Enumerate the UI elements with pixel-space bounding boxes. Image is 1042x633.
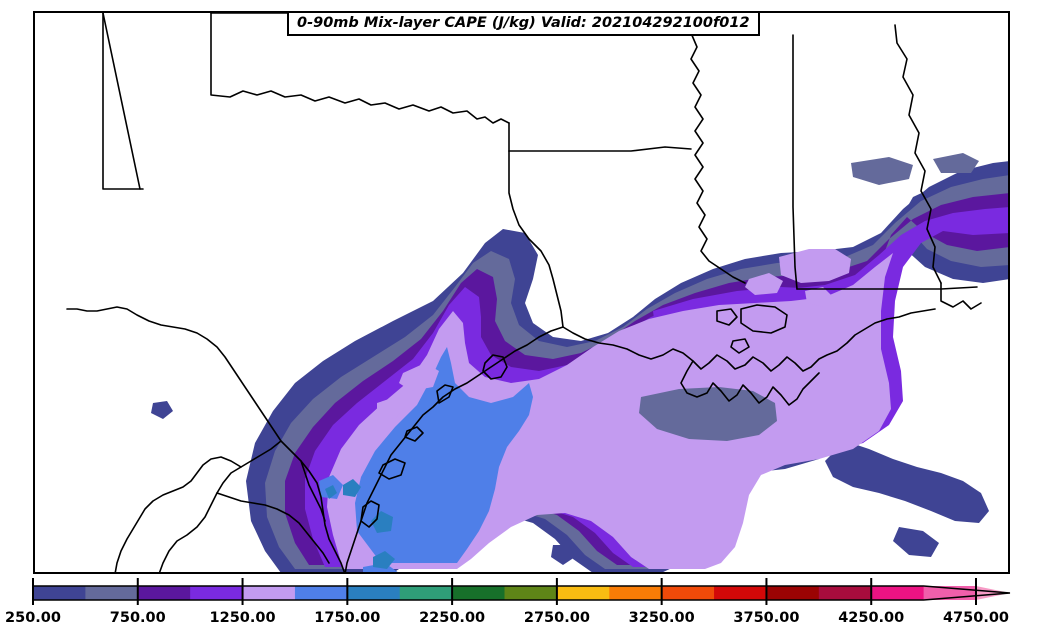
chart-title: 0-90mb Mix-layer CAPE (J/kg) Valid: 2021…	[297, 15, 750, 31]
border-texas-louisiana	[508, 150, 564, 328]
bay-galveston	[482, 354, 508, 380]
border-rio-grande	[66, 306, 346, 574]
border-mexico-state-1	[158, 440, 282, 574]
coastline-gulf	[562, 308, 936, 372]
barrier-island-matagorda	[436, 384, 454, 404]
colorbar-band	[556, 586, 610, 600]
colorbar-tick-label: 4750.00	[943, 610, 1009, 626]
cape-contour-map	[33, 11, 1010, 574]
river-mississippi	[690, 32, 746, 284]
colorbar-band	[504, 586, 558, 600]
colorbar-band	[452, 586, 506, 600]
colorbar-band	[399, 586, 453, 600]
border-alabama-georgia	[894, 24, 942, 284]
colorbar-tick-label: 750.00	[110, 610, 166, 626]
colorbar-tick-label: 250.00	[5, 610, 61, 626]
river-mexico-small	[300, 460, 326, 522]
border-florida-georgia	[940, 282, 982, 310]
lake-pontchartrain	[740, 304, 788, 334]
cape-band-1750-2000	[325, 479, 395, 569]
colorbar-tick-labels: 250.00 750.00 1250.00 1750.00 2250.00 2750.00…	[5, 610, 1009, 626]
colorbar-band	[714, 586, 768, 600]
colorbar-bands	[32, 585, 1011, 601]
map-borders	[66, 12, 982, 574]
colorbar-band	[85, 586, 139, 600]
colorbar-tick-label: 3750.00	[733, 610, 799, 626]
border-mexico-state-3	[216, 492, 330, 564]
colorbar-ticks	[32, 578, 977, 605]
border-texas-oklahoma	[210, 12, 510, 124]
cape-gulf-interior	[639, 153, 979, 441]
colorbar-tick-label: 1750.00	[314, 610, 380, 626]
border-arkansas-louisiana	[508, 146, 692, 152]
colorbar-band	[33, 586, 86, 600]
coastline-louisiana-delta	[680, 360, 820, 406]
colorbar-band	[137, 586, 191, 600]
lake-maurepas	[716, 308, 738, 326]
colorbar-band	[818, 586, 872, 600]
map-panel	[33, 11, 1010, 574]
cape-core-louisiana	[745, 249, 851, 307]
colorbar-tick-label: 4250.00	[838, 610, 904, 626]
lake-small-la	[730, 338, 750, 354]
colorbar-band	[294, 586, 348, 600]
colorbar-tick-label: 1250.00	[210, 610, 276, 626]
colorbar-band	[609, 586, 663, 600]
border-mississippi-alabama	[792, 34, 798, 290]
colorbar-band	[347, 586, 401, 600]
bay-corpus	[378, 458, 406, 480]
colorbar-band	[766, 586, 820, 600]
cape-contour-fill	[151, 153, 1010, 574]
colorbar-tick-label: 2250.00	[419, 610, 485, 626]
cape-core-texas-upper	[377, 363, 439, 419]
colorbar-band	[976, 586, 1010, 600]
colorbar-band	[190, 586, 244, 600]
chart-title-box: 0-90mb Mix-layer CAPE (J/kg) Valid: 2021…	[287, 11, 760, 36]
coastline-texas	[344, 326, 564, 574]
bay-laguna	[360, 500, 380, 528]
colorbar-band	[242, 586, 296, 600]
bay-small-tx	[404, 426, 424, 442]
colorbar-tick-label: 3250.00	[629, 610, 695, 626]
colorbar-band	[871, 586, 925, 600]
colorbar-band	[661, 586, 715, 600]
border-mexico-state-2	[114, 456, 242, 574]
border-new-mexico-texas	[102, 12, 144, 190]
colorbar: 250.00 750.00 1250.00 1750.00 2250.00 2750.00…	[0, 575, 1042, 633]
colorbar-tick-label: 2750.00	[524, 610, 590, 626]
